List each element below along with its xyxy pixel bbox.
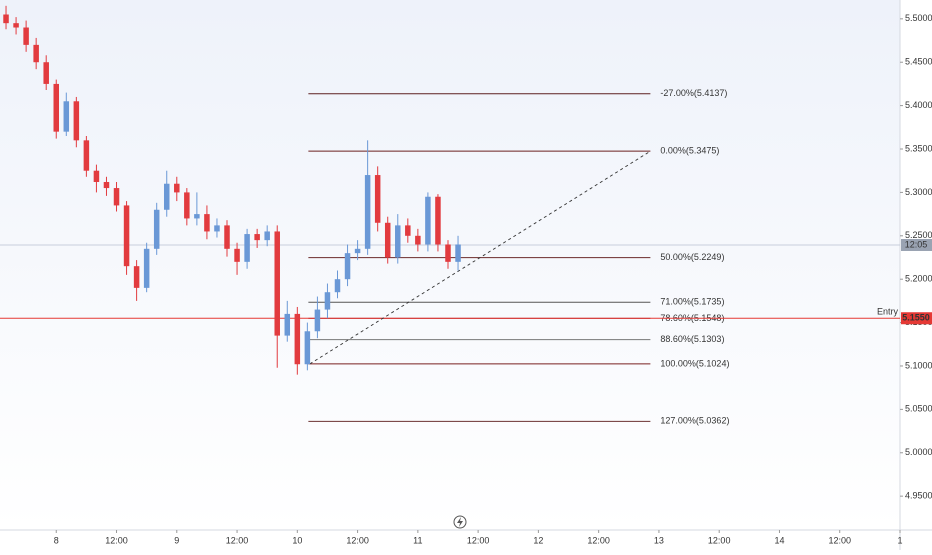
x-tick-label: 13 (654, 535, 664, 545)
y-tick-label: 5.4500 (905, 57, 932, 67)
candle-body (294, 313, 301, 365)
candle-body (83, 140, 90, 171)
x-tick-label: 9 (174, 535, 179, 545)
candle-body (405, 225, 411, 236)
fib-level-label: 88.60%(5.1303) (660, 334, 724, 344)
x-tick-label: 12:00 (587, 535, 610, 545)
candle-body (163, 183, 170, 210)
candle-body (33, 44, 39, 63)
candle-body (435, 196, 441, 245)
plot-background (0, 0, 900, 530)
candle-body (224, 225, 230, 249)
candle-body (93, 170, 100, 182)
last-price-tag (901, 238, 932, 251)
entry-label: Entry (877, 307, 899, 317)
candle-body (43, 62, 49, 84)
y-tick-label: 5.0500 (905, 404, 932, 414)
candle-body (395, 225, 401, 258)
y-tick-label: 5.2500 (905, 230, 932, 240)
x-tick-label: 12:00 (226, 535, 249, 545)
x-tick-label: 8 (54, 535, 59, 545)
candle-body (214, 225, 220, 232)
candle-body (364, 175, 371, 249)
candle-body (63, 101, 70, 132)
candle-body (13, 23, 19, 28)
candle-body (254, 234, 260, 241)
candle-body (274, 231, 280, 336)
replay-icon[interactable] (453, 515, 467, 529)
y-tick-label: 5.5000 (905, 13, 932, 23)
y-tick-label: 5.3500 (905, 143, 932, 153)
candle-body (143, 248, 150, 288)
y-tick-label: 5.2000 (905, 274, 932, 284)
x-tick-label: 10 (292, 535, 302, 545)
candle-body (73, 101, 80, 141)
trend-line (309, 150, 651, 365)
candle-body (324, 292, 331, 310)
x-tick-label: 12:00 (708, 535, 731, 545)
candle-body (334, 279, 341, 293)
candle-body (384, 222, 391, 258)
candle-body (234, 248, 240, 262)
candle-body (304, 331, 311, 365)
candle-body (184, 192, 190, 219)
entry-price-label: 5.1550 (902, 313, 930, 323)
x-tick-label: 12:00 (467, 535, 490, 545)
x-tick-label: 12:00 (346, 535, 369, 545)
candle-body (264, 231, 270, 241)
candle-body (3, 14, 9, 24)
y-tick-label: 5.0000 (905, 447, 932, 457)
last-price-label: 12:05 (905, 239, 928, 249)
candle-body (23, 27, 29, 45)
fib-level-label: 50.00%(5.2249) (660, 252, 724, 262)
fib-level-label: 0.00%(5.3475) (660, 146, 719, 156)
candle-body (103, 181, 110, 189)
candle-body (455, 244, 461, 262)
candle-body (425, 196, 431, 245)
x-tick-label: 11 (413, 535, 422, 545)
y-tick-label: 5.4000 (905, 100, 932, 110)
candle-body (314, 309, 321, 332)
candle-body (194, 214, 200, 219)
candle-body (174, 183, 180, 193)
candle-body (204, 214, 210, 232)
candle-body (415, 235, 421, 245)
fib-level-label: 127.00%(5.0362) (660, 416, 729, 426)
candle-body (133, 266, 140, 288)
candle-body (445, 244, 451, 262)
y-tick-label: 5.3000 (905, 187, 932, 197)
candle-body (354, 248, 361, 254)
x-tick-label: 1 (897, 535, 902, 545)
fib-level-label: 100.00%(5.1024) (660, 358, 729, 368)
candle-body (374, 175, 381, 223)
x-tick-label: 14 (774, 535, 784, 545)
candle-body (244, 234, 250, 262)
candle-body (113, 188, 120, 206)
x-tick-label: 12:00 (105, 535, 128, 545)
candle-body (284, 313, 291, 336)
candle-body (153, 209, 160, 249)
fib-level-label: -27.00%(5.4137) (660, 88, 727, 98)
fib-level-label: 78.60%(5.1548) (660, 313, 724, 323)
candle-body (344, 253, 351, 280)
x-tick-label: 12:00 (828, 535, 851, 545)
y-tick-label: 4.9500 (905, 491, 932, 501)
fib-level-label: 71.00%(5.1735) (660, 297, 724, 307)
candle-body (123, 205, 130, 267)
x-tick-label: 12 (533, 535, 543, 545)
candle-body (53, 83, 59, 132)
y-tick-label: 5.1000 (905, 360, 932, 370)
entry-price-tag (901, 312, 932, 325)
